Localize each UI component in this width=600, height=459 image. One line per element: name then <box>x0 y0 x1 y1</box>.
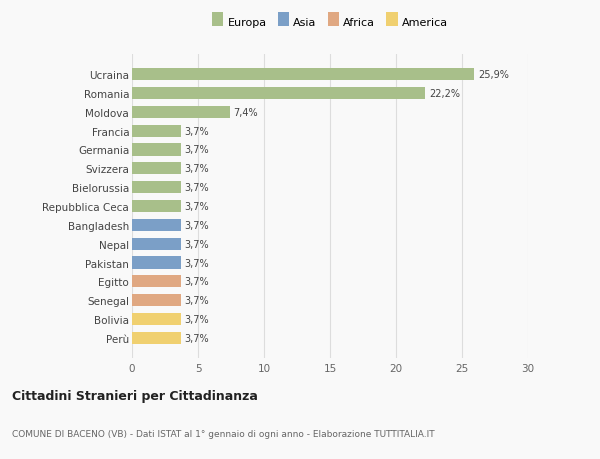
Text: 22,2%: 22,2% <box>429 89 460 99</box>
Text: 25,9%: 25,9% <box>478 70 509 80</box>
Text: 3,7%: 3,7% <box>185 277 209 287</box>
Bar <box>132 332 181 344</box>
Text: 3,7%: 3,7% <box>185 164 209 174</box>
Bar <box>132 163 181 175</box>
Text: 3,7%: 3,7% <box>185 183 209 193</box>
Bar <box>132 219 181 231</box>
Text: 3,7%: 3,7% <box>185 202 209 212</box>
Bar <box>132 257 181 269</box>
Text: Cittadini Stranieri per Cittadinanza: Cittadini Stranieri per Cittadinanza <box>12 389 258 403</box>
Bar <box>132 294 181 307</box>
Text: COMUNE DI BACENO (VB) - Dati ISTAT al 1° gennaio di ogni anno - Elaborazione TUT: COMUNE DI BACENO (VB) - Dati ISTAT al 1°… <box>12 429 434 438</box>
Bar <box>132 144 181 156</box>
Text: 3,7%: 3,7% <box>185 296 209 306</box>
Text: 3,7%: 3,7% <box>185 126 209 136</box>
Bar <box>132 201 181 213</box>
Text: 3,7%: 3,7% <box>185 333 209 343</box>
Bar <box>132 69 474 81</box>
Bar <box>132 106 230 119</box>
Text: 7,4%: 7,4% <box>233 107 258 118</box>
Bar <box>132 125 181 137</box>
Text: 3,7%: 3,7% <box>185 239 209 249</box>
Text: 3,7%: 3,7% <box>185 145 209 155</box>
Text: 3,7%: 3,7% <box>185 220 209 230</box>
Text: 3,7%: 3,7% <box>185 258 209 268</box>
Bar <box>132 238 181 250</box>
Bar <box>132 182 181 194</box>
Text: 3,7%: 3,7% <box>185 314 209 325</box>
Bar <box>132 88 425 100</box>
Legend: Europa, Asia, Africa, America: Europa, Asia, Africa, America <box>209 15 451 30</box>
Bar <box>132 313 181 325</box>
Bar <box>132 276 181 288</box>
